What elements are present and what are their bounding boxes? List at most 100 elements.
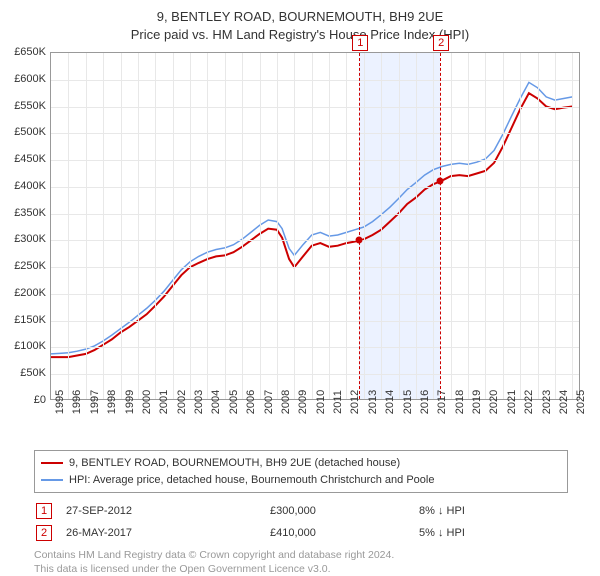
- y-axis-label: £100K: [2, 340, 46, 352]
- x-axis-label: 2003: [193, 390, 205, 414]
- chart-area: 12 £0£50K£100K£150K£200K£250K£300K£350K£…: [50, 52, 580, 420]
- chart-container: 9, BENTLEY ROAD, BOURNEMOUTH, BH9 2UE Pr…: [0, 0, 600, 560]
- y-axis-label: £50K: [2, 367, 46, 379]
- event-line: [440, 53, 441, 399]
- gridline-v: [190, 53, 191, 399]
- gridline-v: [121, 53, 122, 399]
- marker-cell: 1: [36, 501, 64, 521]
- x-axis-label: 2014: [384, 390, 396, 414]
- gridline-v: [260, 53, 261, 399]
- x-axis-label: 1998: [106, 390, 118, 414]
- gridline-v: [277, 53, 278, 399]
- x-axis-label: 1999: [124, 390, 136, 414]
- x-axis-label: 2022: [523, 390, 535, 414]
- gridline-v: [503, 53, 504, 399]
- gridline-v: [364, 53, 365, 399]
- gridline-v: [572, 53, 573, 399]
- gridline-v: [242, 53, 243, 399]
- attribution-line: Contains HM Land Registry data © Crown c…: [34, 549, 394, 561]
- title-line-1: 9, BENTLEY ROAD, BOURNEMOUTH, BH9 2UE: [0, 8, 600, 26]
- chart-footer: 9, BENTLEY ROAD, BOURNEMOUTH, BH9 2UE (d…: [34, 450, 568, 576]
- x-axis-label: 2012: [349, 390, 361, 414]
- gridline-h: [51, 347, 579, 348]
- event-dot: [437, 178, 444, 185]
- gridline-v: [468, 53, 469, 399]
- x-axis-label: 2021: [506, 390, 518, 414]
- gridline-v: [346, 53, 347, 399]
- x-axis-label: 2016: [419, 390, 431, 414]
- title-line-2: Price paid vs. HM Land Registry's House …: [0, 26, 600, 44]
- x-axis-label: 2004: [210, 390, 222, 414]
- gridline-v: [555, 53, 556, 399]
- marker-badge: 1: [36, 503, 52, 519]
- gridline-v: [86, 53, 87, 399]
- y-axis-label: £200K: [2, 287, 46, 299]
- gridline-v: [538, 53, 539, 399]
- gridline-h: [51, 107, 579, 108]
- y-axis-label: £400K: [2, 180, 46, 192]
- event-line: [359, 53, 360, 399]
- gridline-v: [294, 53, 295, 399]
- gridline-v: [433, 53, 434, 399]
- x-axis-label: 2020: [488, 390, 500, 414]
- x-axis-label: 2007: [263, 390, 275, 414]
- x-axis-label: 2013: [367, 390, 379, 414]
- transaction-table: 1 27-SEP-2012 £300,000 8% ↓ HPI 2 26-MAY…: [34, 499, 568, 545]
- legend-item: HPI: Average price, detached house, Bour…: [41, 472, 561, 489]
- gridline-v: [207, 53, 208, 399]
- gridline-v: [381, 53, 382, 399]
- gridline-v: [103, 53, 104, 399]
- x-axis-label: 2015: [402, 390, 414, 414]
- y-axis-label: £500K: [2, 126, 46, 138]
- y-axis-label: £650K: [2, 46, 46, 58]
- gridline-h: [51, 294, 579, 295]
- x-axis-label: 2009: [297, 390, 309, 414]
- gridline-v: [451, 53, 452, 399]
- x-axis-label: 2017: [436, 390, 448, 414]
- event-dot: [356, 237, 363, 244]
- marker-badge: 2: [36, 525, 52, 541]
- legend-swatch: [41, 462, 63, 464]
- date-cell: 27-SEP-2012: [66, 501, 268, 521]
- gridline-v: [155, 53, 156, 399]
- gridline-v: [312, 53, 313, 399]
- x-axis-label: 2001: [158, 390, 170, 414]
- event-marker: 2: [433, 35, 449, 51]
- gridline-v: [173, 53, 174, 399]
- diff-cell: 5% ↓ HPI: [419, 523, 566, 543]
- y-axis-label: £550K: [2, 100, 46, 112]
- gridline-v: [399, 53, 400, 399]
- price-cell: £410,000: [270, 523, 417, 543]
- plot-area: 12: [50, 52, 580, 400]
- x-axis-label: 2018: [454, 390, 466, 414]
- attribution-line: This data is licensed under the Open Gov…: [34, 563, 331, 575]
- price-cell: £300,000: [270, 501, 417, 521]
- legend-swatch: [41, 479, 63, 481]
- x-axis-label: 2025: [575, 390, 587, 414]
- gridline-v: [68, 53, 69, 399]
- date-cell: 26-MAY-2017: [66, 523, 268, 543]
- x-axis-label: 2010: [315, 390, 327, 414]
- gridline-v: [225, 53, 226, 399]
- gridline-h: [51, 80, 579, 81]
- gridline-h: [51, 214, 579, 215]
- attribution: Contains HM Land Registry data © Crown c…: [34, 549, 568, 576]
- table-row: 2 26-MAY-2017 £410,000 5% ↓ HPI: [36, 523, 566, 543]
- y-axis-label: £0: [2, 394, 46, 406]
- x-axis-label: 2005: [228, 390, 240, 414]
- x-axis-label: 2024: [558, 390, 570, 414]
- legend-label: 9, BENTLEY ROAD, BOURNEMOUTH, BH9 2UE (d…: [69, 455, 400, 472]
- x-axis-label: 2023: [541, 390, 553, 414]
- diff-cell: 8% ↓ HPI: [419, 501, 566, 521]
- gridline-v: [520, 53, 521, 399]
- gridline-v: [485, 53, 486, 399]
- x-axis-label: 2019: [471, 390, 483, 414]
- y-axis-label: £600K: [2, 73, 46, 85]
- line-plot-svg: [51, 53, 581, 401]
- legend-label: HPI: Average price, detached house, Bour…: [69, 472, 434, 489]
- gridline-h: [51, 160, 579, 161]
- gridline-v: [416, 53, 417, 399]
- y-axis-label: £350K: [2, 207, 46, 219]
- gridline-h: [51, 374, 579, 375]
- gridline-v: [138, 53, 139, 399]
